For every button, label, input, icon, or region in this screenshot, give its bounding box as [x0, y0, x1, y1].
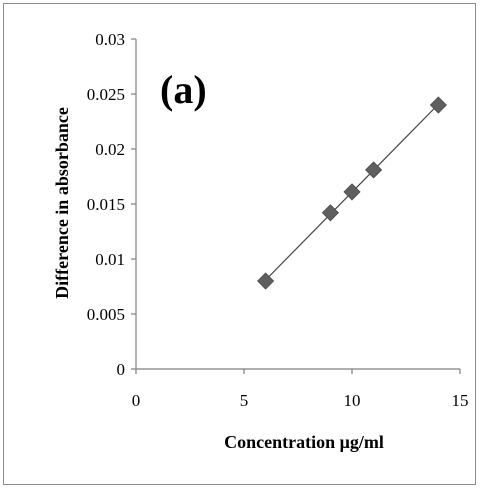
- x-ticks: 0 5 10 15: [132, 369, 469, 410]
- y-axis-title: Difference in absorbance: [52, 107, 72, 299]
- data-point: [257, 272, 275, 290]
- y-tick-label: 0.01: [95, 250, 125, 269]
- x-tick-label: 10: [344, 391, 361, 410]
- x-tick-label: 0: [132, 391, 141, 410]
- data-point: [343, 183, 361, 201]
- x-tick-label: 15: [452, 391, 469, 410]
- y-ticks: 0 0.005 0.01 0.015 0.02 0.025 0.03: [87, 30, 136, 379]
- panel-label: (a): [160, 67, 207, 112]
- chart-frame: [3, 3, 476, 485]
- y-tick-label: 0.025: [87, 85, 125, 104]
- y-tick-label: 0.02: [95, 140, 125, 159]
- y-tick-label: 0.015: [87, 195, 125, 214]
- data-point: [321, 204, 339, 222]
- x-axis-title: Concentration μg/ml: [224, 432, 384, 452]
- data-points: [257, 96, 447, 290]
- y-tick-label: 0: [117, 360, 126, 379]
- data-point: [365, 161, 383, 179]
- data-point: [429, 96, 447, 114]
- y-tick-label: 0.005: [87, 305, 125, 324]
- x-tick-label: 5: [240, 391, 249, 410]
- y-tick-label: 0.03: [95, 30, 125, 49]
